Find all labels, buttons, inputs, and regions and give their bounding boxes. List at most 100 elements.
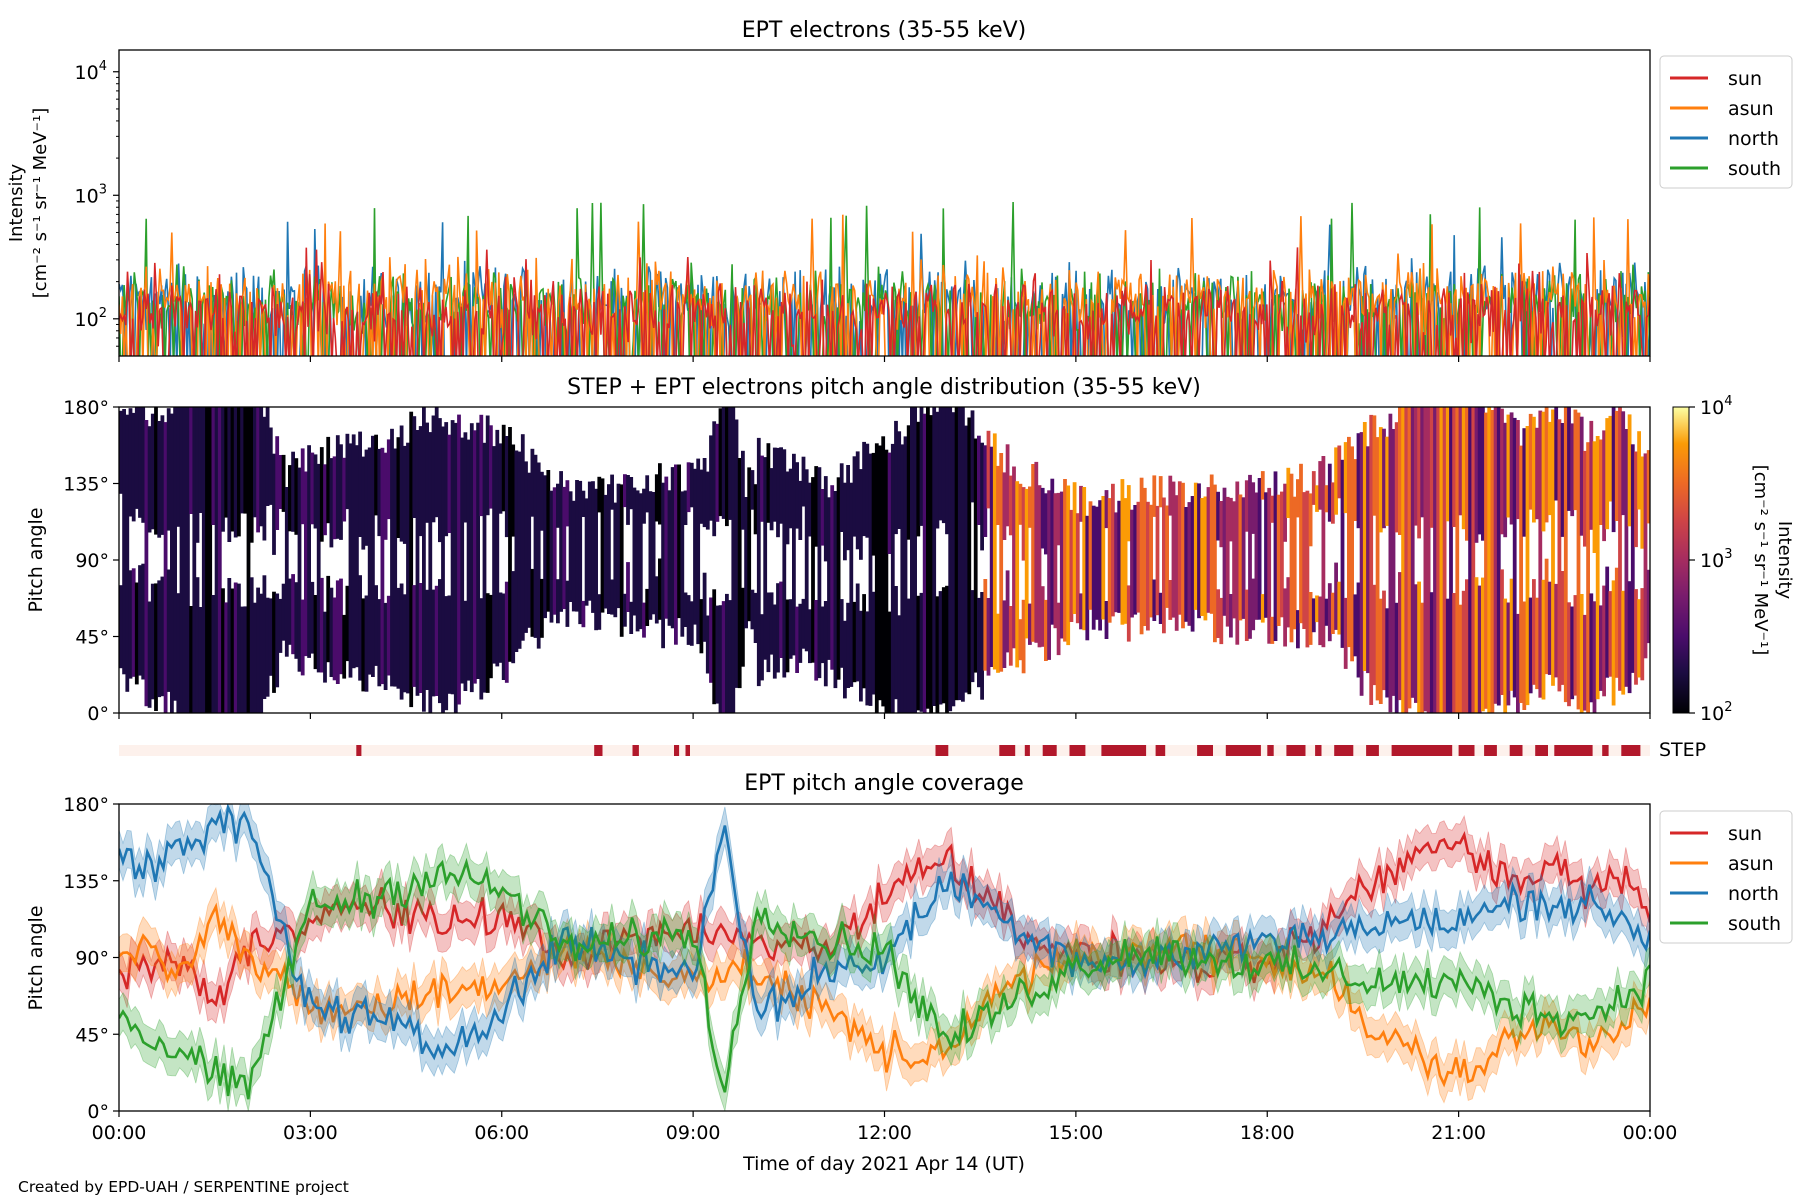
pad-cell — [852, 456, 857, 537]
pad-cell — [957, 407, 962, 701]
pad-cell — [1193, 482, 1198, 610]
pad-cell — [581, 490, 586, 517]
pad-cell — [795, 606, 799, 673]
pad-cell — [932, 407, 937, 706]
pad-cell — [1634, 589, 1638, 685]
y-tick-label: 135° — [63, 474, 109, 496]
pad-cell — [240, 606, 244, 713]
pad-cell — [240, 407, 244, 514]
pad-cell — [1394, 422, 1399, 533]
pad-cell — [1414, 584, 1418, 703]
pad-cell — [386, 439, 391, 520]
pad-cell — [1602, 430, 1606, 542]
pad-cell — [785, 599, 790, 673]
pad-cell — [855, 451, 860, 550]
pad-cell — [948, 407, 953, 712]
legend-label-north: north — [1728, 128, 1779, 150]
pad-cell — [552, 487, 557, 615]
intensity-legend: sun asun north south — [1659, 55, 1793, 189]
pad-cell — [1146, 501, 1150, 631]
pad-cell — [562, 486, 567, 610]
pad-cell — [444, 596, 449, 711]
pad-cell — [865, 443, 870, 538]
pad-cell — [1120, 479, 1125, 625]
pad-cell — [603, 494, 608, 609]
pad-cell — [1024, 488, 1029, 639]
pad-cell — [897, 431, 902, 529]
pad-cell — [1410, 407, 1415, 698]
pad-cell — [1401, 407, 1405, 713]
pad-cell — [661, 482, 665, 649]
pad-cell — [1152, 475, 1157, 517]
pad-cell — [1187, 502, 1192, 626]
y-tick-label: 102 — [75, 306, 107, 331]
pad-cell — [434, 407, 439, 518]
pad-cell — [345, 585, 350, 662]
pad-cell — [1420, 407, 1425, 518]
pad-cell — [638, 493, 643, 630]
pad-cell — [852, 601, 857, 683]
pad-cell — [176, 407, 181, 527]
pad-cell — [1570, 423, 1575, 517]
pad-cell — [986, 430, 991, 509]
pad-cell — [1299, 463, 1303, 624]
pad-cell — [1532, 579, 1536, 685]
pad-cell — [1315, 485, 1319, 512]
pad-cell — [1599, 605, 1603, 691]
pad-cell — [409, 411, 414, 708]
pad-cell — [1165, 505, 1169, 608]
pad-cell — [945, 407, 949, 535]
pad-cell — [884, 449, 889, 713]
pad-cell — [447, 595, 452, 694]
pad-cell — [635, 490, 640, 632]
pad-cell — [1008, 606, 1013, 666]
pad-cell — [431, 415, 436, 523]
pad-cell — [610, 474, 614, 510]
pad-cell — [1541, 411, 1546, 532]
pad-cell — [747, 467, 752, 622]
pad-cell — [1069, 509, 1074, 622]
pad-cell — [281, 454, 286, 512]
pad-cell — [1608, 415, 1613, 502]
pad-cell — [1136, 501, 1141, 613]
pad-title: STEP + EPT electrons pitch angle distrib… — [567, 375, 1201, 400]
pad-cell — [1225, 496, 1230, 627]
pad-cell — [390, 428, 394, 687]
pad-cell — [1426, 407, 1431, 713]
pad-cell — [1117, 500, 1122, 613]
pad-cell — [1331, 592, 1335, 634]
intensity-series-asun — [119, 214, 1650, 356]
pad-cell — [629, 477, 634, 510]
pad-cell — [192, 407, 197, 713]
pad-cell — [374, 585, 378, 666]
pad-cell — [766, 443, 771, 523]
pad-cell — [1270, 495, 1275, 523]
pad-cell — [147, 601, 152, 708]
pad-cell — [699, 469, 704, 524]
step-active-block — [1267, 745, 1274, 756]
intensity-plot-frame — [118, 49, 1651, 357]
pad-cell — [1181, 482, 1185, 629]
pad-cell — [1439, 407, 1444, 713]
pad-cell — [1404, 407, 1409, 713]
x-tick-label: 18:00 — [1240, 1122, 1295, 1144]
pad-cell — [996, 465, 1000, 525]
pad-cell — [237, 407, 241, 537]
pad-cell — [881, 436, 886, 707]
coverage-plot-frame — [118, 803, 1651, 1112]
pad-cell — [556, 483, 560, 528]
pad-cell — [916, 421, 921, 537]
pad-cell — [715, 423, 720, 522]
pad-cell — [1340, 459, 1345, 648]
pad-cell — [766, 592, 771, 673]
pad-cell — [734, 419, 739, 688]
pad-cell — [495, 429, 500, 667]
pad-cell — [412, 416, 417, 518]
pad-cell — [377, 448, 382, 537]
pad-cell — [259, 593, 264, 713]
pad-cell — [820, 606, 825, 664]
pad-cell — [654, 474, 659, 522]
pad-cell — [1429, 592, 1434, 713]
pad-cell — [1630, 444, 1635, 673]
pad-cell — [1429, 407, 1434, 528]
